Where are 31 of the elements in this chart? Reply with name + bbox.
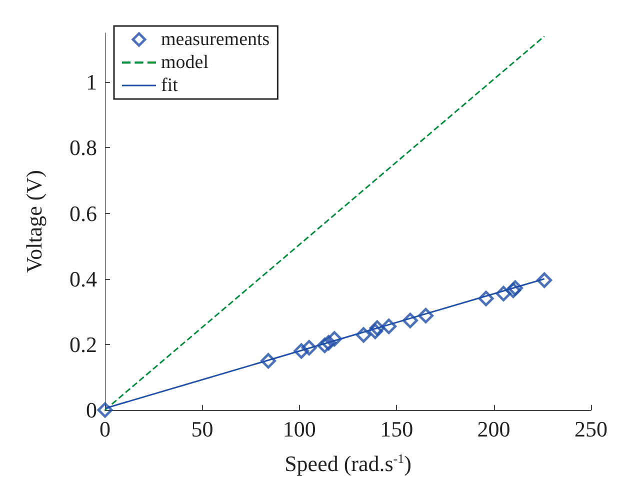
point bbox=[369, 320, 385, 336]
y-axis-title: Voltage (V) bbox=[22, 170, 46, 273]
point bbox=[301, 340, 317, 356]
point bbox=[402, 312, 418, 328]
y-tick-label: 0.6 bbox=[70, 200, 97, 226]
y-tick-label: 0.4 bbox=[70, 266, 97, 292]
point bbox=[496, 286, 512, 302]
point bbox=[320, 335, 336, 351]
point bbox=[478, 290, 494, 306]
point bbox=[381, 318, 397, 334]
y-tick-label: 0 bbox=[86, 398, 97, 422]
point bbox=[326, 331, 342, 347]
legend-label: fit bbox=[161, 75, 179, 96]
point bbox=[260, 353, 276, 369]
point bbox=[294, 343, 310, 359]
point bbox=[316, 338, 332, 354]
y-tick-label: 0.2 bbox=[70, 332, 97, 357]
legend-label: measurements bbox=[161, 29, 270, 50]
y-tick-label: 0.8 bbox=[70, 135, 97, 160]
point bbox=[97, 402, 113, 418]
point bbox=[536, 272, 552, 288]
x-tick-label: 150 bbox=[380, 416, 414, 442]
x-tick-label: 250 bbox=[574, 416, 608, 442]
legend-label: model bbox=[161, 52, 208, 73]
point bbox=[356, 327, 372, 343]
x-tick-label: 50 bbox=[191, 416, 214, 442]
x-tick-label: 200 bbox=[477, 416, 510, 442]
x-tick-label: 100 bbox=[282, 416, 316, 442]
y-tick-label: 1 bbox=[86, 70, 97, 95]
point bbox=[367, 324, 383, 340]
point bbox=[418, 308, 434, 324]
